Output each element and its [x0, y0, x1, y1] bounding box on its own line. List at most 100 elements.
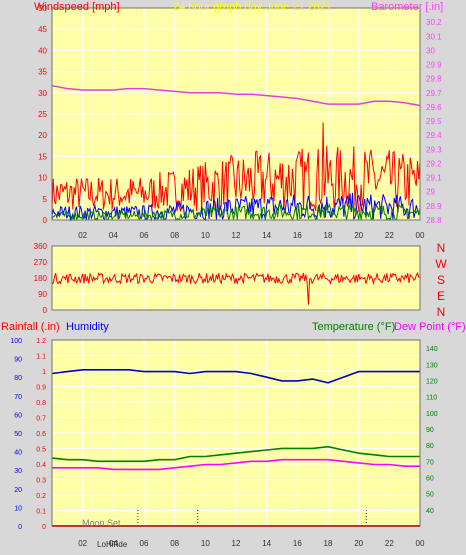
temperature-tick-label: 80 — [426, 443, 434, 450]
time-tick-label: 22 — [385, 231, 394, 240]
time-tick-label: 04 — [109, 539, 118, 548]
temperature-tick-label: 110 — [426, 395, 437, 402]
wind-tick-label: 10 — [38, 174, 47, 183]
direction-tick-label: 90 — [38, 290, 47, 299]
time-tick-label: 08 — [170, 231, 179, 240]
rainfall-tick-label: 1.2 — [36, 338, 46, 345]
temperature-tick-label: 140 — [426, 346, 438, 353]
humidity-tick-label: 10 — [14, 505, 22, 512]
rainfall-tick-label: 0.9 — [36, 385, 46, 392]
barometer-tick-label: 28.8 — [426, 216, 442, 225]
time-tick-label: 16 — [293, 231, 302, 240]
direction-tick-label: 180 — [34, 274, 48, 283]
wind-direction-line — [51, 271, 421, 305]
barometer-tick-label: 30.1 — [426, 32, 442, 41]
humidity-tick-label: 0 — [18, 524, 22, 531]
lower-plot-border — [51, 339, 421, 527]
direction-tick-label: 270 — [34, 258, 48, 267]
time-tick-label: 14 — [262, 539, 271, 548]
tide-label: Tide — [112, 540, 128, 549]
barometer-tick-label: 29.4 — [426, 131, 442, 140]
temperature-tick-label: 40 — [426, 508, 434, 515]
barometer-tick-label: 29 — [426, 188, 435, 197]
graph-title: 24 hour graph day June 21 2021 — [173, 1, 332, 13]
barometer-tick-label: 29.5 — [426, 117, 442, 126]
time-tick-label: 00 — [416, 231, 425, 240]
barometer-tick-label: 29.3 — [426, 145, 442, 154]
time-tick-label: 18 — [324, 231, 333, 240]
barometer-tick-label: 30.2 — [426, 18, 442, 27]
dewpoint-axis-label: Dew Point (°F) — [394, 321, 466, 333]
barometer-tick-label: 28.9 — [426, 202, 442, 211]
humidity-axis-ticks: 0 10 20 30 40 50 60 70 80 90 100 — [10, 338, 22, 531]
barometer-axis-ticks: 28.8 28.9 29 29.1 29.2 29.3 29.4 29.5 29.6 29.7 29… — [426, 18, 442, 225]
barometer-tick-label: 29.2 — [426, 159, 442, 168]
time-tick-label: 00 — [416, 539, 425, 548]
humidity-tick-label: 50 — [14, 431, 22, 438]
time-tick-label: 14 — [262, 231, 271, 240]
barometer-line — [51, 84, 421, 107]
rainfall-tick-label: 0.6 — [36, 431, 46, 438]
humidity-line — [51, 369, 420, 384]
barometer-tick-label: 29.1 — [426, 174, 442, 183]
time-tick-label: 12 — [232, 539, 241, 548]
lower-time-axis: 02 04 06 08 10 12 14 16 18 20 22 00 — [78, 539, 425, 548]
wind-tick-label: 25 — [38, 110, 47, 119]
wind-tick-label: 15 — [38, 152, 47, 161]
compass-label: N — [437, 305, 446, 319]
temperature-axis-ticks: 40 50 60 70 80 90 100 110 120 130 140 — [426, 346, 438, 515]
direction-tick-label: 360 — [34, 242, 48, 251]
wind-axis-label: Windspeed [mph] — [34, 1, 120, 13]
rainfall-tick-label: 0.1 — [36, 509, 46, 516]
humidity-tick-label: 70 — [14, 394, 22, 401]
time-tick-label: 02 — [78, 231, 87, 240]
temperature-tick-label: 120 — [426, 378, 438, 385]
time-tick-label: 10 — [201, 539, 210, 548]
lower-grid — [52, 339, 421, 527]
rainfall-tick-label: 0.3 — [36, 478, 46, 485]
humidity-tick-label: 80 — [14, 375, 22, 382]
direction-plot-border — [51, 245, 421, 311]
barometer-tick-label: 29.7 — [426, 89, 442, 98]
wind-tick-label: 50 — [38, 4, 47, 13]
time-tick-label: 04 — [109, 231, 118, 240]
tide-hi-label: Hi — [106, 540, 114, 549]
compass-label: S — [437, 273, 445, 287]
time-tick-label: 18 — [324, 539, 333, 548]
rainfall-tick-label: 1 — [42, 369, 46, 376]
temperature-tick-label: 100 — [426, 411, 438, 418]
wind-plot-border — [51, 7, 421, 221]
time-tick-label: 06 — [140, 539, 149, 548]
wind-tick-label: 20 — [38, 131, 47, 140]
time-tick-label: 20 — [354, 231, 363, 240]
tide-lo-label: Lo — [97, 540, 106, 549]
humidity-tick-label: 20 — [14, 487, 22, 494]
barometer-tick-label: 29.9 — [426, 61, 442, 70]
direction-series — [51, 271, 421, 305]
barometer-tick-label: 30 — [426, 46, 435, 55]
compass-label: W — [435, 257, 447, 271]
temperature-tick-label: 70 — [426, 459, 434, 466]
wind-tick-label: 0 — [43, 216, 48, 225]
top-time-axis: 02 04 06 08 10 12 14 16 18 20 22 00 — [78, 231, 425, 240]
wind-average-line — [51, 192, 421, 222]
time-tick-label: 08 — [170, 539, 179, 548]
rainfall-tick-label: 0.2 — [36, 493, 46, 500]
wind-tick-label: 40 — [38, 46, 47, 55]
humidity-tick-label: 30 — [14, 468, 22, 475]
rainfall-tick-label: 1.1 — [36, 354, 46, 361]
direction-tick-label: 0 — [43, 306, 48, 315]
moon-set-label: Moon Set — [82, 518, 121, 528]
wind-tick-label: 45 — [38, 25, 47, 34]
barometer-tick-label: 29.6 — [426, 103, 442, 112]
time-tick-label: 22 — [385, 539, 394, 548]
temperature-tick-label: 60 — [426, 475, 434, 482]
time-tick-label: 20 — [354, 539, 363, 548]
time-tick-label: 02 — [78, 539, 87, 548]
humidity-tick-label: 40 — [14, 450, 22, 457]
wind-axis-ticks: 0 5 10 15 20 25 30 35 40 45 50 — [38, 4, 47, 225]
direction-axis-ticks: 0 90 180 270 360 — [34, 242, 48, 315]
wind-tick-label: 35 — [38, 68, 47, 77]
rainfall-axis-label: Rainfall (.in) — [1, 321, 60, 333]
